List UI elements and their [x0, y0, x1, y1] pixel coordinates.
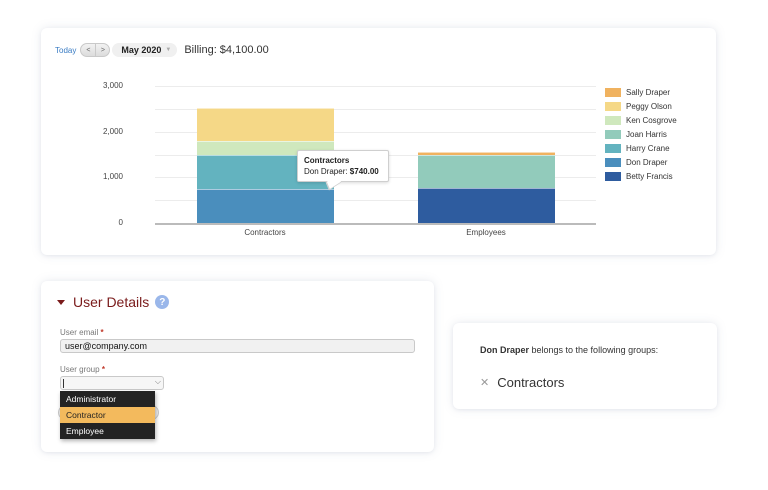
groups-description: Don Draper belongs to the following grou…: [480, 345, 658, 355]
gridline: [155, 86, 596, 87]
dropdown-option-administrator[interactable]: Administrator: [66, 394, 117, 404]
chart-tooltip: Contractors Don Draper: $740.00: [297, 150, 389, 182]
legend-label: Ken Cosgrove: [626, 115, 677, 125]
bar-segment[interactable]: [418, 151, 555, 156]
gridline: [155, 200, 596, 202]
legend-swatch: [605, 143, 621, 153]
email-label: User email *: [60, 328, 104, 337]
gridline: [155, 223, 596, 225]
legend-swatch: [605, 157, 621, 167]
tooltip-title: Contractors: [304, 156, 350, 165]
bar-contractors[interactable]: [197, 107, 334, 223]
user-group-label-text: User group: [60, 365, 100, 374]
required-mark: *: [101, 365, 105, 374]
group-name: Contractors: [497, 375, 565, 390]
collapse-triangle-icon[interactable]: [57, 299, 65, 305]
dropdown-option-contractor[interactable]: Contractor: [60, 407, 155, 423]
y-tick-label: 2,000: [102, 126, 123, 136]
legend-swatch: [605, 101, 621, 111]
legend-label: Don Draper: [626, 157, 668, 167]
caret-down-icon: ▼: [165, 47, 172, 53]
tooltip-value: $740.00: [349, 167, 379, 176]
legend-item[interactable]: Peggy Olson: [605, 99, 677, 113]
y-tick-label: 0: [118, 218, 123, 227]
legend-swatch: [605, 87, 621, 97]
y-tick-label: 1,000: [102, 172, 123, 182]
month-label: May 2020: [121, 45, 162, 55]
legend-label: Peggy Olson: [626, 101, 672, 111]
month-select[interactable]: May 2020 ▼: [112, 43, 178, 57]
billing-chart-card: Today < > May 2020 ▼ Billing: $4,100.00 …: [41, 28, 716, 255]
email-field[interactable]: user@company.com: [60, 339, 415, 353]
legend-swatch: [605, 129, 621, 139]
group-user-name: Don Draper: [480, 345, 530, 355]
gridline: [155, 131, 596, 133]
user-details-title: User Details: [73, 294, 150, 310]
legend-item[interactable]: Harry Crane: [605, 141, 677, 155]
bar-segment[interactable]: [418, 155, 555, 189]
legend-item[interactable]: Joan Harris: [605, 127, 677, 141]
user-groups-panel: Don Draper belongs to the following grou…: [453, 323, 717, 409]
legend-label: Betty Francis: [626, 171, 673, 181]
legend-item[interactable]: Ken Cosgrove: [605, 113, 677, 127]
help-icon[interactable]: ?: [155, 295, 170, 309]
legend-item[interactable]: Don Draper: [605, 155, 677, 169]
tooltip-label: Don Draper:: [304, 167, 350, 176]
legend-item[interactable]: Betty Francis: [605, 169, 677, 183]
bar-employees[interactable]: [418, 151, 555, 223]
legend-swatch: [605, 115, 621, 125]
month-nav: < >: [80, 43, 111, 57]
remove-group-icon[interactable]: ✕: [480, 377, 490, 389]
chart-header: Today < > May 2020 ▼ Billing: $4,100.00: [55, 42, 269, 58]
groups-description-text: belongs to the following groups:: [529, 345, 659, 355]
gridline: [155, 108, 596, 110]
chart-legend: Sally Draper Peggy Olson Ken Cosgrove Joan …: [605, 85, 677, 183]
y-tick-label: 3,000: [102, 81, 123, 90]
user-group-dropdown: Administrator Contractor Employee: [60, 391, 155, 439]
required-mark: *: [100, 328, 104, 337]
dropdown-option-employee[interactable]: Employee: [66, 426, 104, 436]
user-group-select[interactable]: ⌵: [60, 376, 164, 390]
next-month-button[interactable]: >: [95, 44, 109, 56]
chevron-down-icon[interactable]: ⌵: [154, 377, 161, 386]
stacked-bar-plot: [155, 86, 596, 225]
x-tick-label: Contractors: [244, 228, 286, 237]
bar-segment[interactable]: [418, 188, 555, 223]
legend-swatch: [605, 171, 621, 181]
bar-segment[interactable]: [197, 189, 334, 223]
prev-month-button[interactable]: <: [86, 46, 91, 54]
user-details-panel: User Details ? User email * user@company…: [41, 281, 434, 452]
x-tick-label: Employees: [466, 228, 506, 237]
text-cursor: [63, 379, 64, 388]
legend-item[interactable]: Sally Draper: [605, 85, 677, 99]
group-tag: ✕ Contractors: [480, 375, 564, 390]
bar-segment[interactable]: [197, 107, 334, 141]
today-link[interactable]: Today: [55, 45, 77, 55]
email-label-text: User email: [60, 328, 99, 337]
user-group-label: User group *: [60, 365, 105, 374]
legend-label: Sally Draper: [626, 87, 671, 97]
legend-label: Joan Harris: [626, 129, 667, 139]
user-details-header[interactable]: User Details ?: [57, 294, 170, 310]
billing-total: Billing: $4,100.00: [184, 44, 269, 56]
legend-label: Harry Crane: [626, 143, 670, 153]
